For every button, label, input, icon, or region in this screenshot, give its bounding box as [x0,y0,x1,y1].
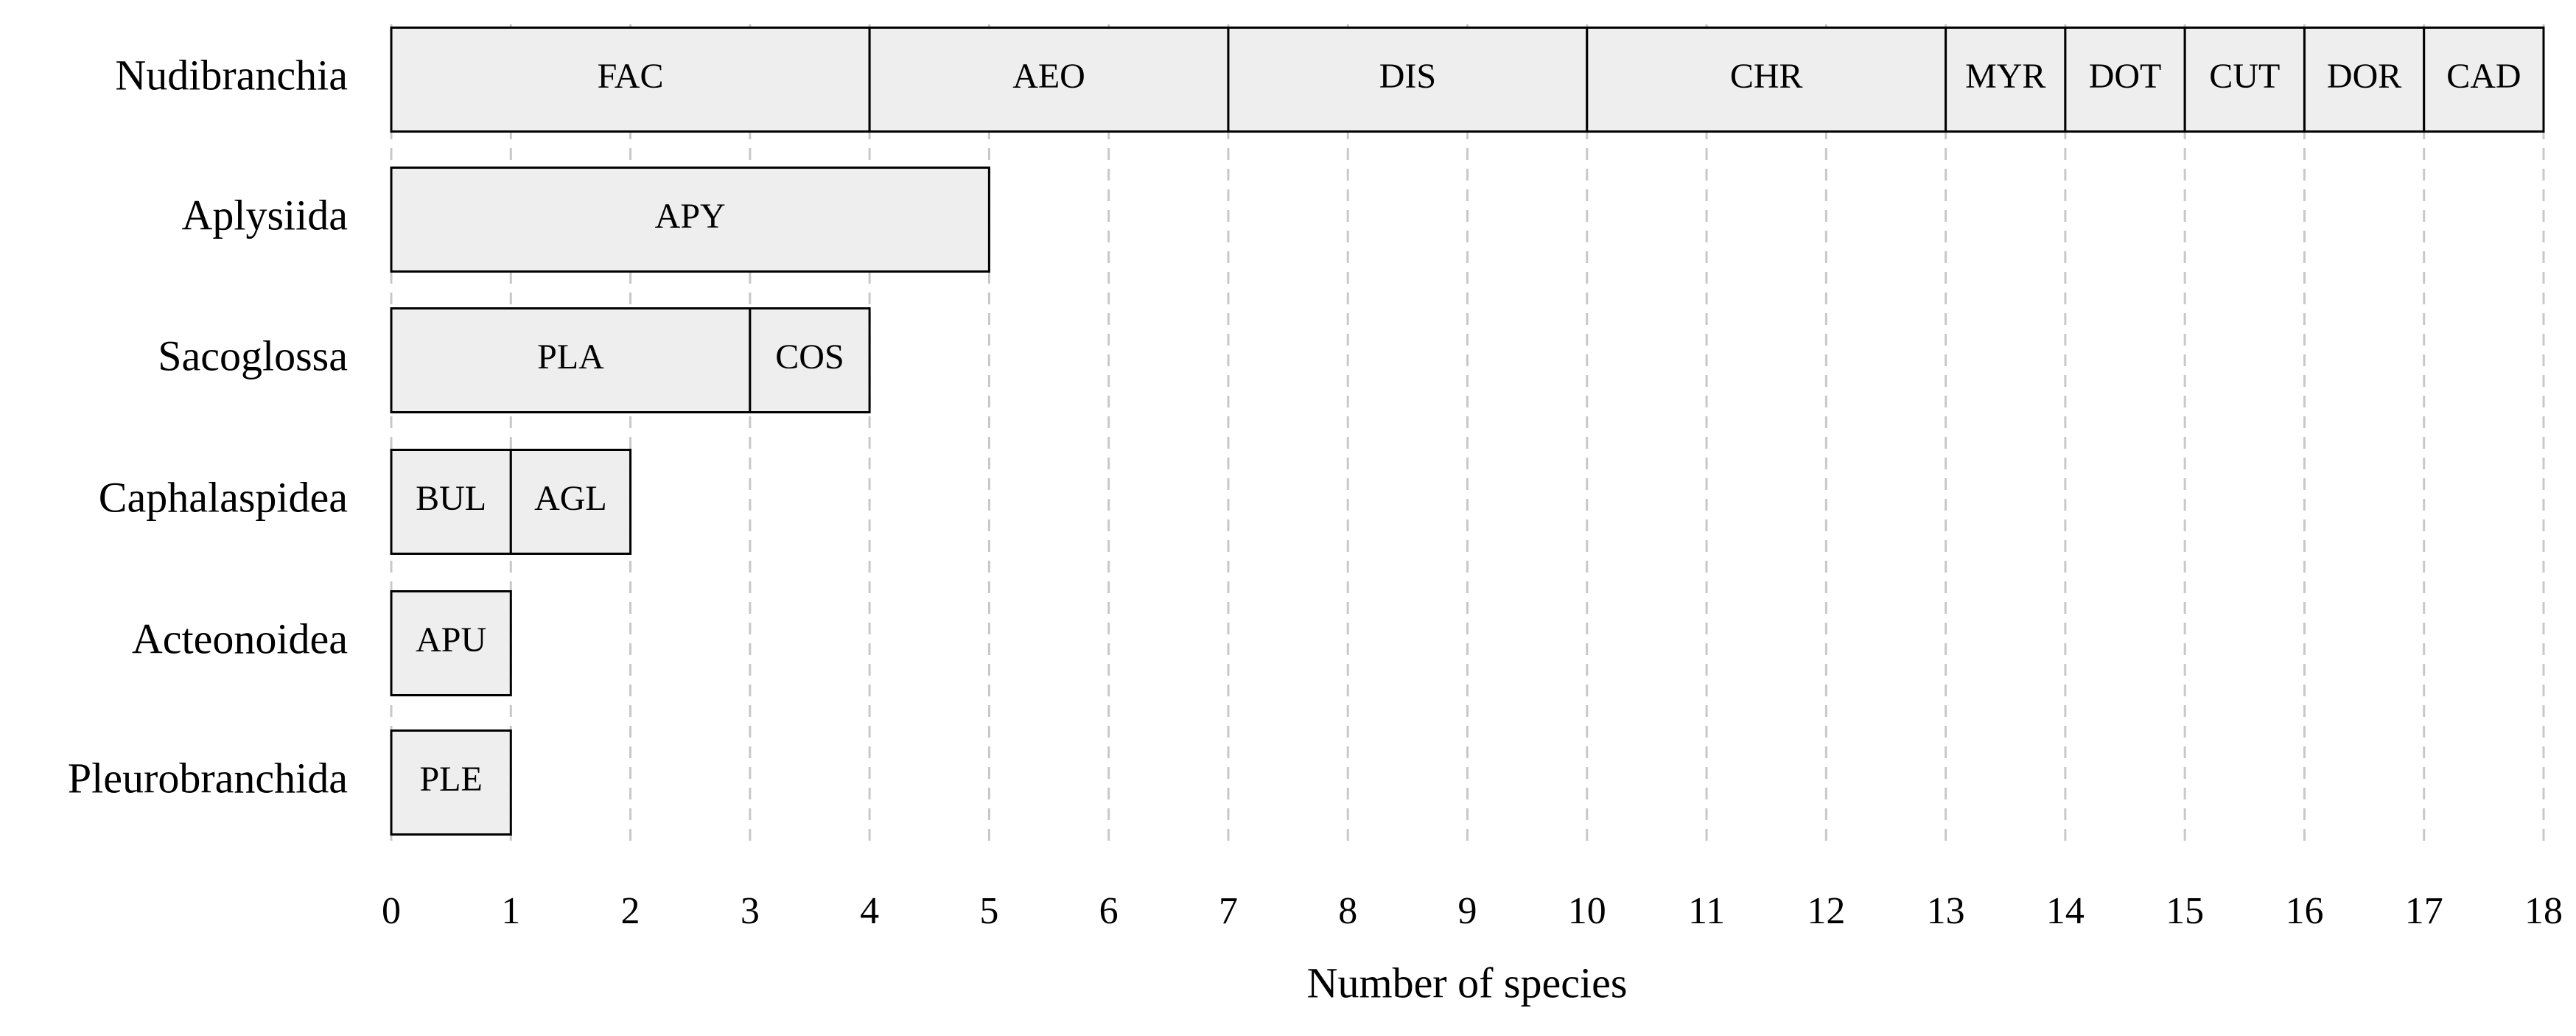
bar-segment [1227,27,1589,133]
y-tick-label: Aplysiida [181,191,348,239]
bar-segment [1945,27,2067,133]
bar-segment [868,27,1230,133]
x-tick-label: 1 [501,890,520,932]
segment-label: BUL [416,479,486,518]
segment-label: FAC [598,57,664,96]
bar-segment [390,27,871,133]
y-tick-label: Caphalaspidea [99,473,348,521]
bar-segment [2423,27,2545,133]
segment-label: CUT [2209,57,2280,96]
segment-label: CHR [1730,57,1803,96]
x-tick-label: 6 [1099,890,1119,932]
x-tick-label: 0 [382,890,401,932]
bar-segment [2183,27,2306,133]
x-tick-label: 7 [1219,890,1238,932]
segment-label: APU [416,620,486,659]
x-tick-label: 17 [2405,890,2443,932]
x-axis-title: Number of species [1307,959,1628,1007]
bar-segment [390,590,512,696]
segment-label: PLA [537,337,604,377]
segment-label: MYR [1965,57,2045,96]
x-tick-label: 12 [1807,890,1845,932]
bar-segment [390,307,752,413]
bar-segment [390,449,512,555]
y-tick-label: Acteonoidea [132,615,348,662]
x-tick-label: 11 [1688,890,1725,932]
x-tick-label: 10 [1568,890,1606,932]
x-tick-label: 15 [2166,890,2204,932]
segment-label: COS [775,337,844,377]
bar-segment [509,449,632,555]
x-tick-label: 4 [860,890,879,932]
y-tick-label: Sacoglossa [158,332,348,379]
segment-label: CAD [2446,57,2521,96]
bar-segment [390,729,512,836]
segment-label: DOR [2327,57,2401,96]
x-tick-label: 18 [2524,890,2563,932]
segment-label: AGL [534,479,607,518]
x-tick-label: 8 [1338,890,1357,932]
x-tick-label: 14 [2046,890,2085,932]
bar-segment [749,307,871,413]
y-tick-label: Pleurobranchida [68,754,348,802]
x-tick-label: 13 [1927,890,1965,932]
x-tick-label: 3 [741,890,760,932]
x-tick-label: 16 [2285,890,2323,932]
x-tick-label: 5 [979,890,998,932]
y-tick-label: Nudibranchia [115,51,348,99]
x-tick-label: 9 [1458,890,1477,932]
segment-label: DOT [2089,57,2162,96]
segment-label: PLE [419,760,482,799]
bar-segment [2303,27,2426,133]
x-tick-label: 2 [621,890,640,932]
segment-label: AEO [1012,57,1085,96]
bar-segment [390,167,990,273]
bar-segment [2064,27,2186,133]
segment-label: APY [655,197,726,236]
segment-label: DIS [1379,57,1436,96]
